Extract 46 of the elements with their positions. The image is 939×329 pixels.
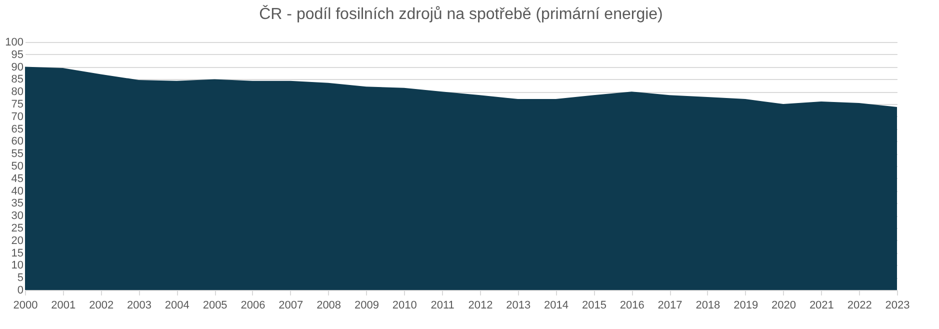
y-tick-label: 35 (11, 198, 24, 210)
y-tick-label: 10 (11, 260, 24, 272)
x-tick-label: 2015 (582, 300, 606, 312)
x-tick-label: 2010 (392, 300, 417, 312)
y-tick-label: 80 (11, 86, 24, 98)
x-tick-label: 2009 (354, 300, 379, 312)
x-tick-label: 2001 (51, 300, 76, 312)
y-tick-label: 70 (11, 110, 24, 123)
x-tick-label: 2023 (885, 300, 910, 312)
y-tick-label: 60 (11, 136, 24, 148)
y-tick-label: 85 (11, 74, 24, 86)
y-tick-label: 40 (11, 185, 24, 198)
y-tick-label: 95 (11, 48, 24, 61)
x-tick-label: 2020 (772, 300, 796, 312)
y-tick-label: 65 (11, 123, 24, 136)
y-tick-label: 50 (11, 160, 24, 172)
x-tick-label: 2017 (658, 300, 682, 312)
x-tick-label: 2011 (430, 300, 454, 312)
x-tick-label: 2006 (240, 300, 266, 312)
x-tick-label: 2014 (544, 300, 569, 312)
y-tick-label: 30 (11, 210, 24, 222)
y-tick-label: 75 (11, 98, 24, 110)
x-tick-label: 2019 (734, 300, 758, 312)
x-tick-label: 2018 (696, 300, 720, 312)
y-tick-label: 55 (11, 148, 24, 160)
y-tick-label: 20 (11, 234, 24, 247)
x-tick-label: 2013 (506, 300, 531, 312)
x-tick-label: 2022 (847, 300, 872, 312)
x-tick-label: 2016 (620, 300, 644, 312)
chart-title: ČR - podíl fosilních zdrojů na spotřebě (primární energie) (259, 5, 663, 23)
y-tick-label: 25 (11, 222, 24, 234)
x-tick-label: 2012 (468, 300, 493, 312)
x-tick-label: 2000 (13, 300, 38, 312)
y-tick-label: 15 (11, 247, 24, 260)
y-tick-label: 45 (11, 172, 24, 185)
x-tick-label: 2003 (126, 300, 152, 312)
x-tick-label: 2008 (316, 300, 342, 312)
y-tick-label: 0 (17, 284, 24, 296)
x-tick-label: 2002 (89, 300, 114, 312)
x-tick-label: 2007 (278, 300, 304, 312)
x-tick-label: 2005 (202, 300, 228, 312)
y-tick-label: 90 (11, 61, 24, 74)
x-tick-label: 2021 (809, 300, 834, 312)
y-tick-label: 5 (17, 272, 24, 284)
y-tick-label: 100 (5, 36, 24, 48)
x-tick-label: 2004 (164, 300, 190, 312)
